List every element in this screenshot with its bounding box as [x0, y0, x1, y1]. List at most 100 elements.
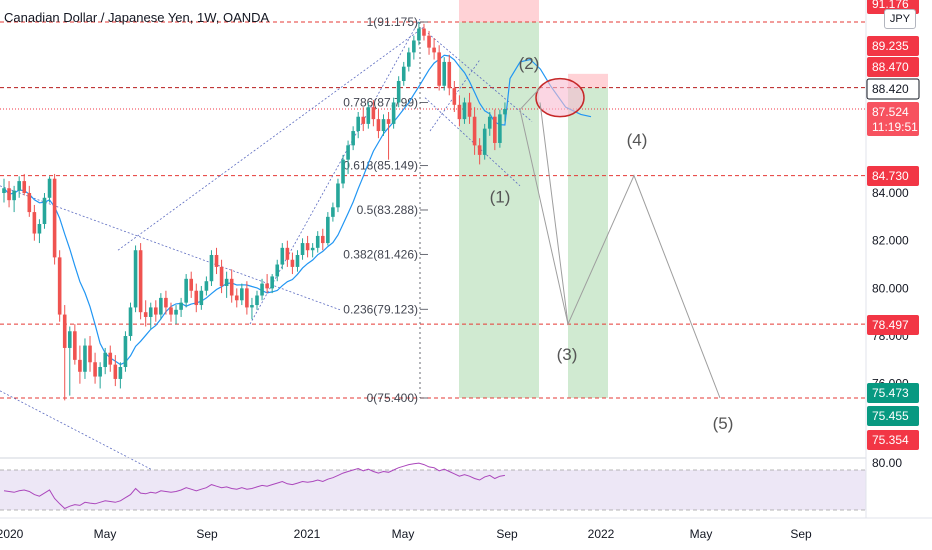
candle-body — [336, 183, 340, 208]
candle-body — [270, 276, 274, 289]
candle-body — [113, 364, 118, 379]
y-tick-label: 80.000 — [872, 281, 909, 295]
candle-body — [169, 307, 173, 315]
candle-body — [250, 305, 254, 308]
candle-body — [407, 52, 411, 67]
candle-body — [73, 331, 77, 360]
candle-body — [493, 116, 497, 143]
fib-level-label: 0(75.400) — [367, 391, 418, 405]
candle-body — [209, 254, 214, 282]
candle-body — [265, 283, 269, 289]
candle-body — [498, 114, 502, 143]
candle-body — [320, 235, 325, 244]
price-axis[interactable]: 84.00082.00080.00078.00076.00080.0089.23… — [865, 0, 920, 518]
candle-body — [108, 352, 113, 365]
candle-body — [219, 266, 224, 286]
candle-body — [477, 145, 482, 155]
fib-level-label: 0.382(81.426) — [343, 247, 418, 261]
candle-body — [275, 264, 280, 277]
candle-body — [366, 107, 371, 124]
trend-line — [427, 33, 533, 122]
candle-body — [93, 362, 97, 377]
candle-body — [27, 193, 32, 213]
price-badge-label: 91.176 — [872, 0, 909, 11]
candle-body — [83, 345, 87, 372]
fib-level-label: 0.5(83.288) — [357, 203, 418, 217]
price-badge-label: 84.730 — [872, 169, 909, 183]
candle-body — [326, 216, 330, 244]
horizontal-levels — [0, 21, 866, 399]
wave-label: (5) — [713, 414, 734, 433]
price-badge — [867, 315, 919, 335]
chart-title: Canadian Dollar / Japanese Yen, 1W, OAND… — [4, 10, 270, 25]
candle-body — [482, 128, 487, 155]
candle-body — [88, 345, 92, 363]
fib-level-label: 0.236(79.123) — [343, 302, 418, 316]
currency-button[interactable]: JPY — [884, 9, 916, 29]
price-badge-label: 88.420 — [872, 82, 909, 96]
candle-body — [341, 159, 345, 184]
candle-body — [37, 224, 42, 234]
rsi-pane — [0, 457, 866, 511]
candle-body — [356, 116, 360, 132]
y-tick-label: 84.000 — [872, 186, 909, 200]
candle-body — [245, 288, 249, 308]
fibonacci-retracement: 1(91.175) 0.786(87.799) 0.618(85.149) 0.5(8… — [343, 15, 428, 405]
candle-body — [467, 102, 472, 117]
candle-body — [194, 290, 199, 306]
price-badge — [867, 36, 919, 56]
candle-body — [98, 367, 102, 377]
candle-body — [62, 314, 67, 348]
trend-line — [117, 25, 426, 251]
candle-body — [204, 281, 209, 291]
candle-body — [78, 359, 82, 372]
x-tick-label: 2021 — [294, 527, 321, 541]
candlestick-series — [2, 21, 507, 401]
wave-label: (1) — [490, 188, 511, 207]
candle-body — [361, 116, 366, 124]
price-badge-label: 75.455 — [872, 409, 909, 423]
x-tick-label: Sep — [790, 527, 812, 541]
rsi-band — [0, 470, 866, 510]
candle-body — [240, 288, 244, 301]
candle-body — [255, 295, 259, 306]
candle-body — [123, 336, 128, 368]
candle-body — [260, 283, 264, 296]
candle-body — [118, 367, 123, 379]
bollinger-basis — [3, 54, 592, 366]
projection-path — [519, 109, 721, 399]
candle-body — [138, 250, 143, 313]
candle-body — [174, 309, 178, 315]
candle-body — [133, 250, 138, 308]
candle-body — [154, 307, 158, 315]
wave-label: (4) — [627, 130, 648, 149]
candle-body — [229, 278, 234, 296]
short-target-zone-2 — [568, 87, 608, 398]
rsi-line — [3, 462, 505, 510]
candle-body — [315, 235, 320, 248]
candle-body — [300, 243, 305, 255]
bollinger-band — [3, 54, 592, 366]
candle-body — [214, 254, 219, 267]
wave-label: (3) — [557, 345, 578, 364]
projection-segment — [519, 87, 541, 110]
candle-body — [295, 254, 300, 267]
fib-level-label: 1(91.175) — [367, 15, 418, 29]
x-tick-label: 2022 — [588, 527, 615, 541]
candle-body — [457, 104, 462, 120]
trend-line — [0, 185, 341, 311]
candle-body — [52, 178, 57, 258]
x-tick-label: Sep — [196, 527, 218, 541]
resistance-highlight — [535, 77, 585, 118]
price-badge-label: 75.354 — [872, 433, 909, 447]
candle-body — [22, 181, 27, 194]
candle-body — [381, 119, 386, 132]
candle-body — [305, 243, 310, 251]
candle-body — [32, 212, 37, 234]
candle-body — [386, 119, 391, 124]
candle-body — [503, 109, 507, 115]
short-target-zone-1 — [459, 22, 539, 398]
candle-body — [2, 188, 6, 194]
price-badge — [867, 430, 919, 450]
